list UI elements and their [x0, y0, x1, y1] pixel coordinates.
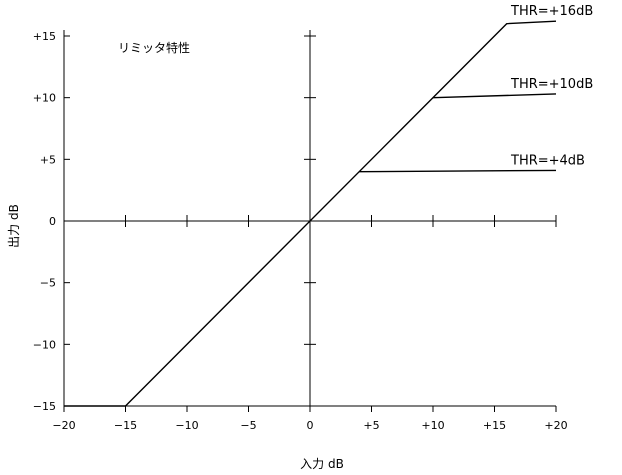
y-tick-label: +5: [40, 153, 56, 166]
chart-title: リミッタ特性: [118, 40, 190, 55]
series-line-2: [359, 169, 557, 173]
x-tick-label: +5: [363, 419, 379, 432]
x-tick-label: +15: [483, 419, 506, 432]
series-layer: [64, 20, 557, 407]
y-tick-label: +15: [33, 30, 56, 43]
x-tick-label: −5: [240, 419, 256, 432]
y-tick-label: −5: [40, 277, 56, 290]
x-tick-label: −20: [52, 419, 75, 432]
series-label-2: THR=+4dB: [510, 153, 585, 168]
y-tick-label: −15: [33, 400, 56, 413]
x-tick-label: −10: [175, 419, 198, 432]
x-tick-label: +20: [544, 419, 567, 432]
y-tick-label: −10: [33, 338, 56, 351]
labels-layer: リミッタ特性 入力 dB 出力 dB −20 −15 −10 −5 0 +5 +10 +15 +…: [7, 4, 593, 471]
x-tick-label: 0: [307, 419, 314, 432]
y-tick-label: +10: [33, 92, 56, 105]
x-axis-label: 入力 dB: [300, 457, 344, 471]
x-tick-label: −15: [114, 419, 137, 432]
x-tick-label: +10: [421, 419, 444, 432]
series-label-1: THR=+10dB: [510, 77, 593, 92]
y-tick-label: 0: [49, 215, 56, 228]
series-line-1: [432, 93, 557, 99]
series-label-0: THR=+16dB: [510, 4, 593, 19]
y-axis-label: 出力 dB: [7, 204, 21, 248]
series-line-0: [64, 20, 557, 407]
